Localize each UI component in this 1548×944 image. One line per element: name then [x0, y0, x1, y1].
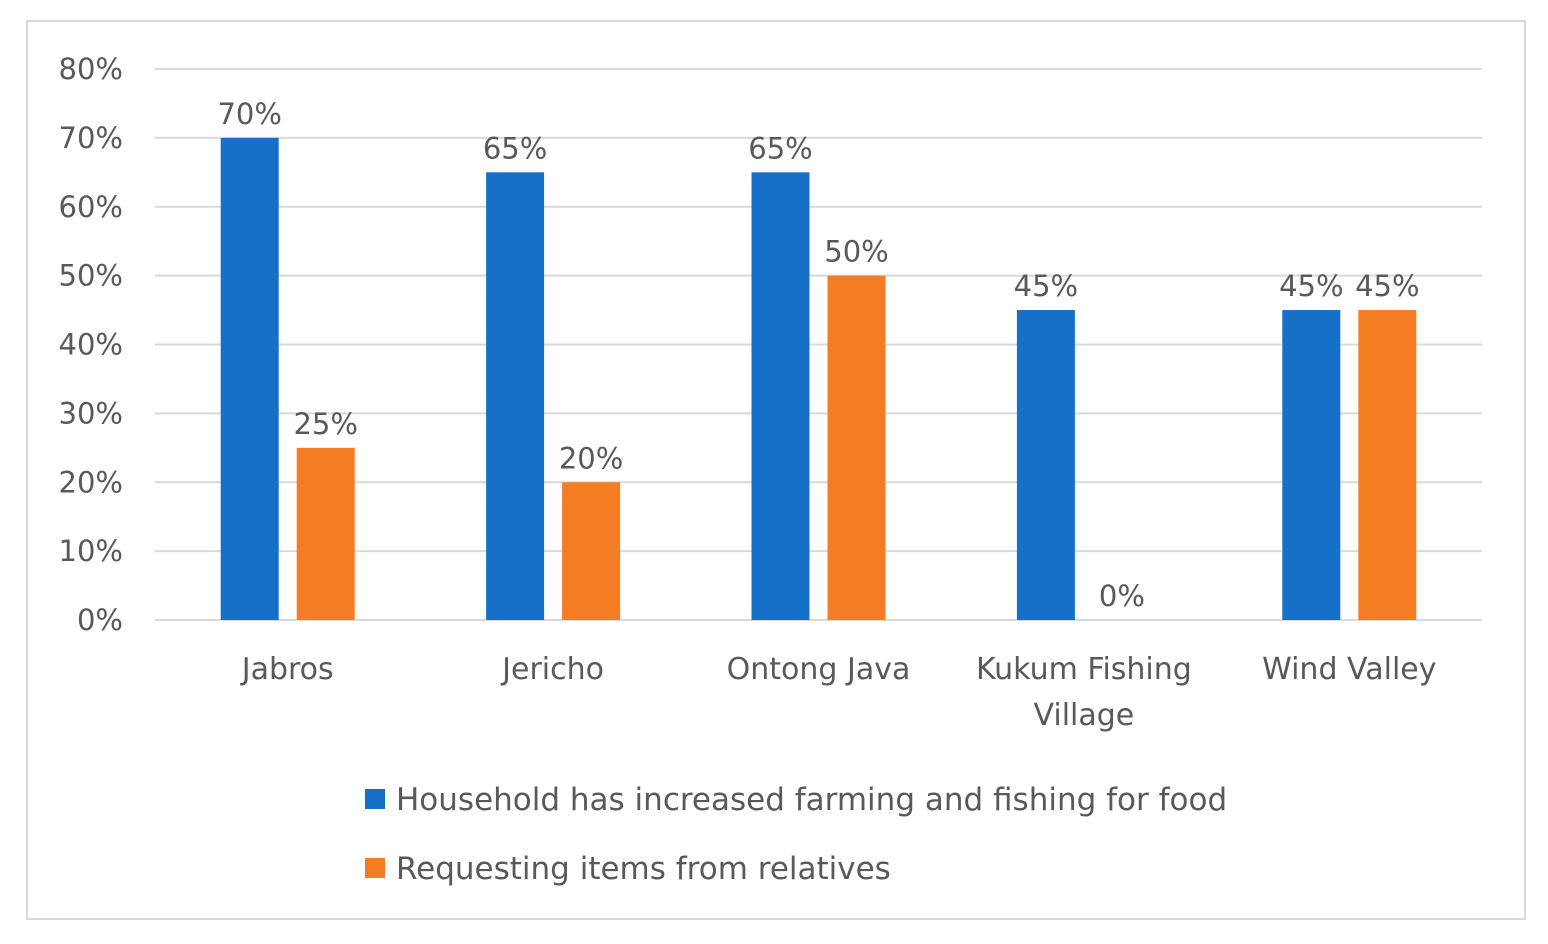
legend-swatch — [365, 858, 385, 878]
bar-farming-fishing — [1016, 310, 1075, 620]
legend-item-farming-fishing[interactable]: Household has increased farming and fish… — [365, 782, 1227, 818]
legend[interactable]: Household has increased farming and fish… — [365, 782, 1227, 887]
bar-chart: 0% 10% 20% 30% 40% 50% 60% 70% 80% 70% 25% 65% 20% 6… — [59, 52, 1482, 887]
chart-frame: 0% 10% 20% 30% 40% 50% 60% 70% 80% 70% 25% 65% 20% 6… — [26, 20, 1526, 920]
category-label: Wind Valley — [1262, 652, 1436, 687]
category-label: Kukum Fishing — [976, 652, 1192, 687]
data-label: 25% — [293, 407, 357, 441]
y-tick-label: 40% — [59, 328, 123, 362]
legend-swatch — [365, 789, 385, 809]
legend-label: Requesting items from relatives — [396, 851, 891, 887]
bar-farming-fishing — [220, 137, 279, 620]
y-tick-label: 80% — [59, 52, 123, 86]
y-tick-label: 30% — [59, 396, 123, 430]
bar-farming-fishing — [751, 172, 810, 620]
bar-requesting-relatives — [296, 447, 355, 620]
data-label: 65% — [483, 131, 547, 165]
y-tick-label: 50% — [59, 259, 123, 293]
y-axis-ticks: 0% 10% 20% 30% 40% 50% 60% 70% 80% — [59, 52, 123, 637]
x-axis-categories: Jabros Jericho Ontong Java Kukum Fishing Vil… — [240, 652, 1437, 733]
data-label: 0% — [1099, 579, 1145, 613]
data-label: 45% — [1014, 269, 1078, 303]
bar-farming-fishing — [1282, 310, 1341, 620]
category-label: Jericho — [500, 652, 604, 687]
data-label: 20% — [559, 441, 623, 475]
bar-requesting-relatives — [562, 482, 621, 620]
y-tick-label: 10% — [59, 534, 123, 568]
bar-farming-fishing — [486, 172, 545, 620]
y-tick-label: 20% — [59, 465, 123, 499]
data-labels: 70% 25% 65% 20% 65% 50% 45% 0% 45% 45% — [217, 97, 1419, 613]
y-tick-label: 60% — [59, 190, 123, 224]
data-label: 45% — [1355, 269, 1419, 303]
category-label: Ontong Java — [727, 652, 911, 687]
bars — [220, 137, 1417, 620]
data-label: 50% — [824, 235, 888, 269]
gridlines — [155, 68, 1482, 621]
data-label: 65% — [748, 131, 812, 165]
bar-requesting-relatives — [827, 275, 886, 620]
legend-label: Household has increased farming and fish… — [396, 782, 1227, 818]
legend-item-requesting-relatives[interactable]: Requesting items from relatives — [365, 851, 891, 887]
bar-requesting-relatives — [1358, 310, 1417, 620]
y-tick-label: 0% — [77, 603, 123, 637]
category-label: Village — [1034, 698, 1135, 733]
y-tick-label: 70% — [59, 121, 123, 155]
data-label: 70% — [217, 97, 281, 131]
category-label: Jabros — [240, 652, 334, 687]
data-label: 45% — [1279, 269, 1343, 303]
